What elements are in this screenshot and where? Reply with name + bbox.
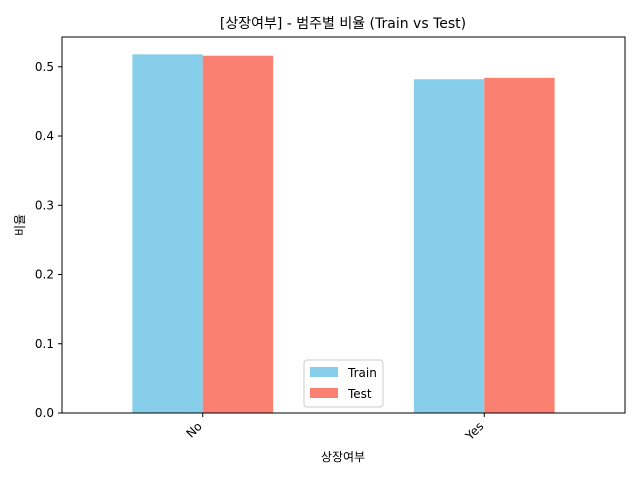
axes-frame [61,36,626,414]
bar-train-no [132,54,203,414]
y-tick-label: 0.2 [35,268,54,282]
y-tick-label: 0.3 [35,198,54,212]
legend-label-test: Test [347,387,372,401]
y-axis: 0.0 0.1 0.2 0.3 0.4 0.5 [35,60,62,420]
bar-train-yes [413,79,485,413]
x-axis: No Yes [183,413,486,444]
y-tick-label: 0.0 [35,406,54,420]
y-axis-label: 비율 [13,214,27,236]
y-tick-label: 0.4 [35,129,54,143]
plot-area [132,54,555,414]
legend-swatch-test [310,388,338,398]
x-axis-label: 상장여부 [321,450,365,464]
bar-test-yes [484,77,555,413]
y-tick-label: 0.1 [35,337,54,351]
chart-title: [상장여부] - 범주별 비율 (Train vs Test) [220,16,466,32]
legend: Train Test [303,359,384,408]
legend-label-train: Train [347,366,377,380]
legend-swatch-train [310,367,338,377]
y-tick-label: 0.5 [35,60,54,74]
x-tick-label: Yes [462,419,486,443]
x-tick-label: No [183,419,204,440]
bar-test-no [202,55,274,413]
